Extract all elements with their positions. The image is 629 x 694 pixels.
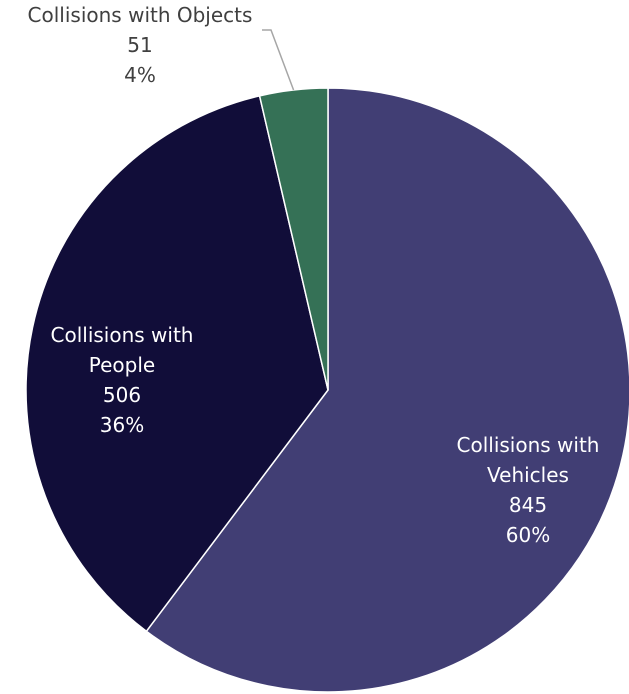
- leader-lines: [262, 29, 295, 91]
- slice-label-line: Collisions with: [457, 433, 600, 457]
- slice-labels: Collisions with Vehicles 845 60%Collisions …: [28, 3, 600, 547]
- slice-label-line: 4%: [124, 63, 156, 87]
- slice-label-line: 60%: [506, 523, 550, 547]
- slice-label-line: Collisions with Objects: [28, 3, 253, 27]
- pie-slices: [25, 87, 629, 693]
- slice-label-0: Collisions with Vehicles 845 60%: [457, 433, 600, 547]
- slice-label-line: 36%: [100, 413, 144, 437]
- pie-slice-1: [25, 94, 329, 633]
- pie-slice-0: [145, 87, 629, 693]
- slice-label-line: 506: [103, 383, 141, 407]
- slice-label-2: Collisions with Objects 51 4%: [28, 3, 253, 87]
- leader-line-2: [262, 29, 295, 91]
- slice-label-line: People: [89, 353, 155, 377]
- slice-label-line: Collisions with: [51, 323, 194, 347]
- slice-label-1: Collisions with People 506 36%: [51, 323, 194, 437]
- slice-label-line: Vehicles: [487, 463, 569, 487]
- slice-label-line: 51: [127, 33, 152, 57]
- pie-slice-2: [258, 87, 329, 391]
- slice-label-line: 845: [509, 493, 547, 517]
